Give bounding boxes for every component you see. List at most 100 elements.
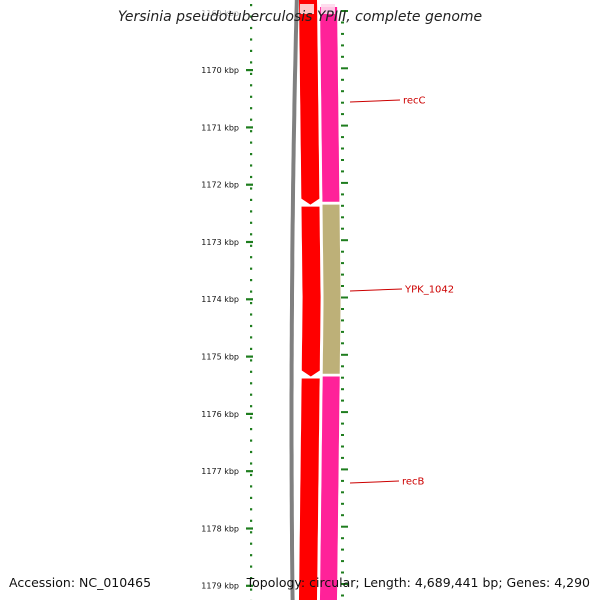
scale-dot <box>250 405 253 408</box>
major-tick <box>246 298 253 301</box>
scale-dot <box>250 382 253 385</box>
scale-dot <box>250 416 253 419</box>
scale-dot <box>250 393 253 396</box>
scale-dot <box>250 26 253 30</box>
major-tick <box>246 183 253 186</box>
minor-tick <box>341 491 344 494</box>
gene-recb <box>319 376 340 600</box>
minor-tick <box>341 422 344 425</box>
scale-dot <box>250 175 253 179</box>
minor-tick <box>341 136 344 139</box>
scale-dot <box>250 187 253 190</box>
minor-tick <box>341 330 344 333</box>
minor-tick <box>341 399 344 402</box>
cds-track <box>298 0 321 600</box>
minor-tick <box>341 342 344 345</box>
minor-tick <box>341 193 344 196</box>
scale-dot <box>250 313 253 316</box>
gene-top-fade <box>321 4 335 14</box>
tick-label: 1170 kbp <box>201 66 239 75</box>
tick-label: 1173 kbp <box>201 238 239 247</box>
gene-leader-line <box>349 480 400 484</box>
scale-dot <box>250 496 253 499</box>
gene-label-recb: recB <box>402 477 425 488</box>
scale-dot <box>250 4 253 7</box>
minor-tick <box>341 147 344 150</box>
genome-info-label: Topology: circular; Length: 4,689,441 bp… <box>246 575 590 590</box>
cds-top-fade <box>300 4 314 14</box>
gene-labels: recC YPK_1042 recB <box>349 96 454 488</box>
scale-dot <box>250 256 253 259</box>
scale-dot <box>250 588 253 591</box>
minor-tick <box>341 227 344 230</box>
gene-leader-line <box>349 288 403 292</box>
minor-tick <box>341 101 344 104</box>
cds-segment <box>301 206 321 377</box>
scale-dot <box>250 302 253 305</box>
scale-dot <box>250 84 253 87</box>
cds-segment <box>299 0 320 205</box>
major-tick <box>246 126 253 129</box>
tick-label: 1176 kbp <box>201 410 239 419</box>
minor-tick <box>341 308 344 310</box>
scale-axis <box>250 4 253 600</box>
minor-tick <box>341 32 344 35</box>
scale-dot <box>250 347 253 350</box>
minor-tick <box>341 319 344 322</box>
scale-dot <box>250 49 253 52</box>
minor-tick <box>341 560 344 563</box>
scale-dot <box>250 359 253 362</box>
gene-ypk_1042 <box>322 204 341 374</box>
scale-dot <box>250 554 253 557</box>
minor-tick <box>341 583 348 585</box>
major-tick <box>246 527 253 530</box>
minor-tick <box>341 67 348 70</box>
scale-dot <box>250 61 253 64</box>
gene-label-ypk_1042: YPK_1042 <box>404 285 454 296</box>
minor-tick <box>341 78 344 81</box>
minor-tick <box>341 204 344 207</box>
minor-ticks <box>341 10 348 597</box>
minor-tick <box>341 537 344 540</box>
major-tick <box>246 240 253 244</box>
major-tick <box>246 412 253 415</box>
scale-dot <box>250 15 253 18</box>
major-tick <box>246 584 253 587</box>
scale-dot <box>250 370 253 373</box>
scale-dot <box>250 428 253 431</box>
genome-backbone <box>289 0 299 600</box>
scale-dot <box>250 519 253 522</box>
minor-tick <box>341 479 344 482</box>
minor-tick <box>341 181 348 184</box>
tick-label: 1178 kbp <box>201 524 239 533</box>
scale-dot <box>250 38 253 41</box>
minor-tick <box>341 55 344 58</box>
scale-dot <box>250 210 253 213</box>
minor-tick <box>341 525 348 528</box>
minor-tick <box>341 21 344 24</box>
tick-label: 1177 kbp <box>201 467 239 476</box>
major-tick <box>246 69 253 72</box>
gene-leader-line <box>349 99 401 103</box>
tick-label: 1179 kbp <box>201 582 239 591</box>
gene-label-recc: recC <box>403 96 426 107</box>
minor-tick <box>341 262 344 265</box>
accession-label: Accession: NC_010465 <box>9 575 152 590</box>
minor-tick <box>341 159 344 161</box>
major-tick <box>246 470 253 473</box>
minor-tick <box>341 411 348 414</box>
minor-tick <box>341 250 344 253</box>
scale-dot <box>250 336 253 339</box>
scale-dot <box>250 462 253 465</box>
scale-dot <box>250 72 253 75</box>
scale-dot <box>250 198 253 201</box>
minor-tick <box>341 285 344 287</box>
scale-dot <box>250 141 253 144</box>
minor-tick <box>341 376 344 379</box>
minor-tick <box>341 388 344 391</box>
scale-dot <box>250 267 253 270</box>
minor-tick <box>341 273 344 276</box>
minor-tick <box>341 10 348 12</box>
scale-dot <box>250 164 253 167</box>
